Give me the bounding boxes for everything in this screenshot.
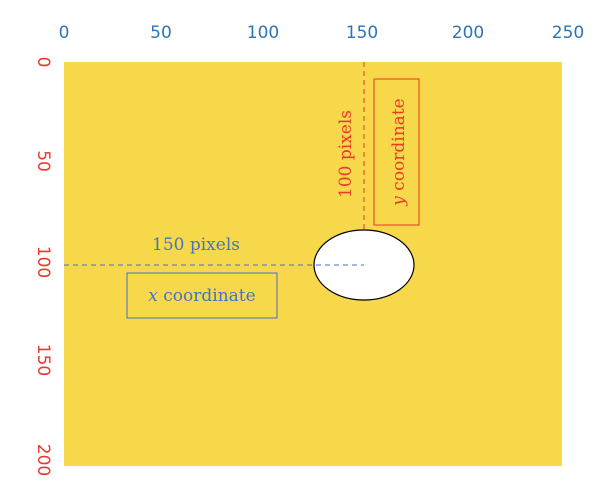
y-distance-label: 100 pixels bbox=[336, 110, 356, 198]
x-axis: 0 50 100 150 200 250 bbox=[59, 23, 585, 43]
y-tick-label: 100 bbox=[33, 246, 53, 278]
x-tick-label: 0 bbox=[59, 23, 70, 43]
x-tick-label: 100 bbox=[247, 23, 279, 43]
y-coordinate-box bbox=[373, 78, 420, 226]
y-tick-label: 50 bbox=[33, 150, 53, 172]
x-tick-label: 200 bbox=[452, 23, 484, 43]
canvas-area bbox=[64, 62, 562, 466]
y-tick-label: 0 bbox=[33, 57, 53, 68]
x-distance-label: 150 pixels bbox=[152, 235, 240, 255]
x-coordinate-label: x coordinate bbox=[148, 286, 255, 306]
y-coordinate-label: y coordinate bbox=[389, 98, 409, 206]
x-tick-label: 150 bbox=[346, 23, 378, 43]
x-coordinate-box bbox=[126, 272, 278, 319]
y-tick-label: 150 bbox=[33, 344, 53, 376]
x-tick-label: 50 bbox=[150, 23, 172, 43]
y-axis: 0 50 100 150 200 bbox=[33, 57, 53, 477]
y-tick-label: 200 bbox=[33, 444, 53, 476]
x-tick-label: 250 bbox=[552, 23, 584, 43]
